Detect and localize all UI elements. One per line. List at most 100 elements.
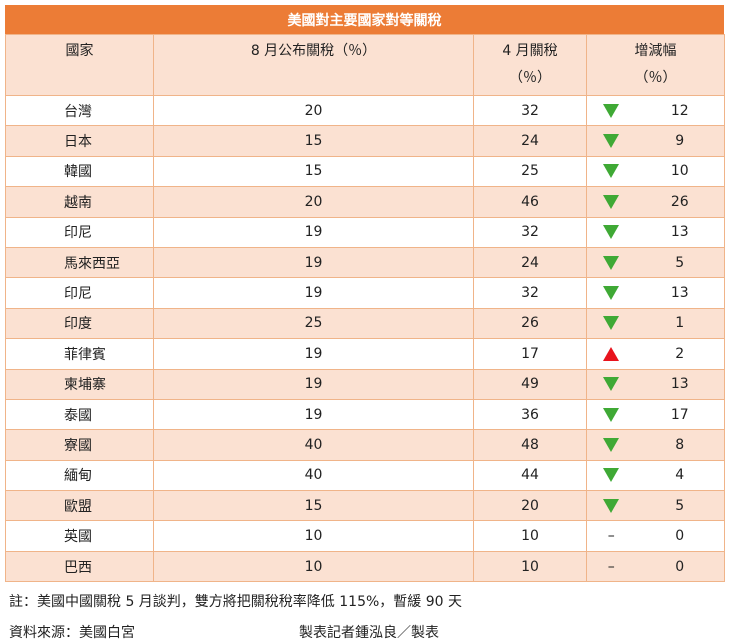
decrease-arrow-icon — [603, 377, 620, 392]
header-change: 增減幅 （％） — [586, 34, 725, 96]
change-cell: 0 — [635, 550, 725, 583]
change-cell: 13 — [635, 277, 725, 309]
decrease-arrow-icon — [603, 164, 620, 179]
country-cell: 台灣 — [5, 94, 154, 127]
direction-cell: – — [586, 520, 636, 552]
apr-rate-cell: 36 — [473, 398, 587, 431]
apr-rate-cell: 25 — [473, 155, 587, 188]
header-apr-rate: 4 月關稅 （％） — [473, 34, 587, 96]
footnote: 註：美國中國關稅 5 月談判，雙方將把關稅稅率降低 115%，暫緩 90 天 — [9, 594, 462, 610]
decrease-arrow-icon — [603, 286, 620, 301]
direction-cell — [586, 246, 636, 279]
aug-rate-cell: 15 — [153, 155, 474, 188]
apr-rate-cell: 20 — [473, 490, 587, 522]
apr-rate-cell: 44 — [473, 459, 587, 492]
country-cell: 英國 — [5, 520, 154, 552]
aug-rate-cell: 25 — [153, 307, 474, 340]
table-row: 菲律賓 19 17 2 — [5, 338, 725, 370]
direction-cell — [586, 490, 636, 522]
direction-cell — [586, 155, 636, 188]
apr-rate-cell: 32 — [473, 94, 587, 127]
source-text: 資料來源：美國白宮 — [9, 625, 135, 641]
aug-rate-cell: 19 — [153, 368, 474, 400]
table-row: 印尼 19 32 13 — [5, 277, 725, 309]
aug-rate-cell: 19 — [153, 277, 474, 309]
country-cell: 印尼 — [5, 216, 154, 248]
change-cell: 2 — [635, 338, 725, 370]
aug-rate-cell: 19 — [153, 398, 474, 431]
direction-cell — [586, 459, 636, 492]
header-aug-rate: 8 月公布關稅（％） — [153, 34, 474, 96]
country-cell: 泰國 — [5, 398, 154, 431]
tariff-table: 國家 8 月公布關稅（％） 4 月關稅 （％） 增減幅 （％） 台灣 20 32 12… — [5, 34, 725, 583]
decrease-arrow-icon — [603, 134, 620, 149]
change-cell: 13 — [635, 368, 725, 400]
change-cell: 5 — [635, 246, 725, 279]
direction-cell — [586, 429, 636, 461]
apr-rate-cell: 24 — [473, 125, 587, 157]
apr-rate-cell: 10 — [473, 550, 587, 583]
aug-rate-cell: 19 — [153, 338, 474, 370]
table-row: 英國 10 10–0 — [5, 520, 725, 552]
decrease-arrow-icon — [603, 255, 620, 270]
country-cell: 韓國 — [5, 155, 154, 188]
change-cell: 17 — [635, 398, 725, 431]
decrease-arrow-icon — [603, 498, 620, 513]
country-cell: 巴西 — [5, 550, 154, 583]
table-row: 台灣 20 32 12 — [5, 94, 725, 127]
country-cell: 印尼 — [5, 277, 154, 309]
direction-cell — [586, 186, 636, 218]
aug-rate-cell: 10 — [153, 550, 474, 583]
country-cell: 菲律賓 — [5, 338, 154, 370]
change-cell: 5 — [635, 490, 725, 522]
table-row: 馬來西亞 19 24 5 — [5, 246, 725, 279]
change-cell: 10 — [635, 155, 725, 188]
table-row: 歐盟 15 20 5 — [5, 490, 725, 522]
table-row: 韓國 15 25 10 — [5, 155, 725, 188]
change-cell: 4 — [635, 459, 725, 492]
apr-rate-cell: 32 — [473, 277, 587, 309]
table-body: 台灣 20 32 12 日本 15 24 9 韓國 15 25 10 越南 20 46 26 印尼 19 32 13 馬… — [5, 94, 725, 583]
country-cell: 柬埔寨 — [5, 368, 154, 400]
table-row: 日本 15 24 9 — [5, 125, 725, 157]
decrease-arrow-icon — [603, 468, 620, 483]
country-cell: 越南 — [5, 186, 154, 218]
decrease-arrow-icon — [603, 103, 620, 118]
table-row: 印度 25 26 1 — [5, 307, 725, 340]
country-cell: 日本 — [5, 125, 154, 157]
no-change-dash: – — [607, 558, 615, 575]
country-cell: 緬甸 — [5, 459, 154, 492]
aug-rate-cell: 20 — [153, 186, 474, 218]
aug-rate-cell: 19 — [153, 246, 474, 279]
aug-rate-cell: 40 — [153, 459, 474, 492]
direction-cell — [586, 338, 636, 370]
change-cell: 26 — [635, 186, 725, 218]
aug-rate-cell: 40 — [153, 429, 474, 461]
increase-arrow-icon — [603, 346, 620, 361]
aug-rate-cell: 20 — [153, 94, 474, 127]
change-cell: 13 — [635, 216, 725, 248]
country-cell: 寮國 — [5, 429, 154, 461]
table-title: 美國對主要國家對等關稅 — [5, 5, 724, 34]
no-change-dash: – — [607, 528, 615, 545]
change-cell: 0 — [635, 520, 725, 552]
direction-cell — [586, 216, 636, 248]
country-cell: 歐盟 — [5, 490, 154, 522]
header-row: 國家 8 月公布關稅（％） 4 月關稅 （％） 增減幅 （％） — [5, 34, 725, 96]
aug-rate-cell: 15 — [153, 490, 474, 522]
apr-rate-cell: 10 — [473, 520, 587, 552]
decrease-arrow-icon — [603, 194, 620, 209]
table-row: 越南 20 46 26 — [5, 186, 725, 218]
decrease-arrow-icon — [603, 407, 620, 422]
direction-cell — [586, 94, 636, 127]
country-cell: 馬來西亞 — [5, 246, 154, 279]
direction-cell — [586, 368, 636, 400]
apr-rate-cell: 48 — [473, 429, 587, 461]
change-cell: 8 — [635, 429, 725, 461]
direction-cell — [586, 307, 636, 340]
apr-rate-cell: 17 — [473, 338, 587, 370]
apr-rate-cell: 32 — [473, 216, 587, 248]
direction-cell — [586, 125, 636, 157]
decrease-arrow-icon — [603, 225, 620, 240]
